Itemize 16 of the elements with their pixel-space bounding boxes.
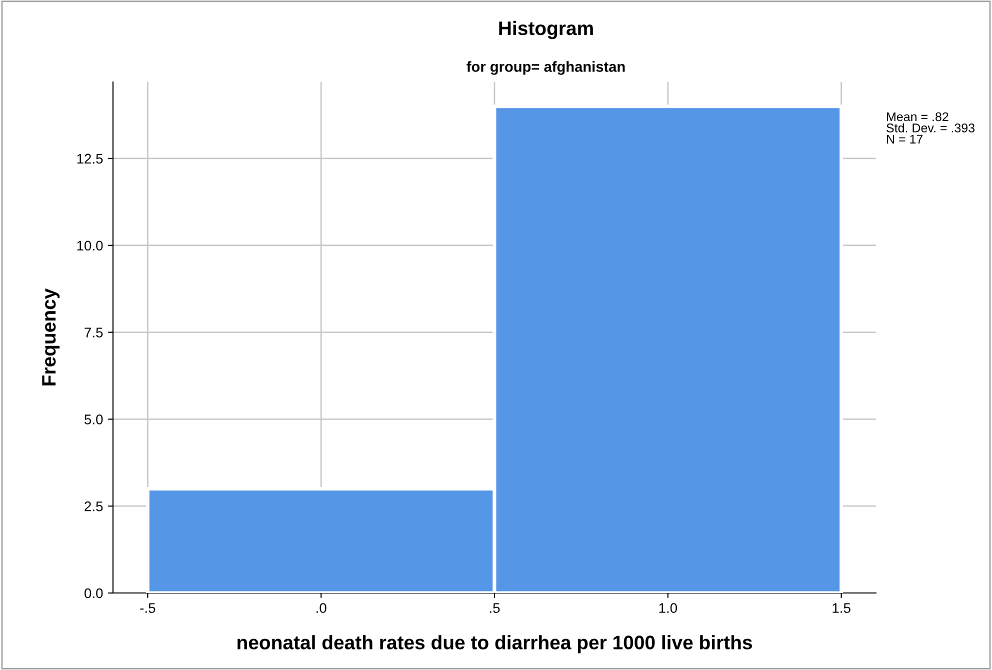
chart-subtitle: for group= afghanistan — [466, 61, 625, 75]
y-tick-label: 5.0 — [84, 414, 103, 424]
x-tick-label: -.5 — [140, 603, 156, 613]
x-tick-label: 1.5 — [832, 603, 850, 613]
y-axis-title: Frequency — [42, 288, 60, 386]
x-tick-label: 1.0 — [659, 603, 678, 613]
y-tick-label: 2.5 — [84, 501, 103, 512]
chart-title: Histogram — [499, 20, 593, 40]
x-tick-label: .5 — [490, 603, 500, 613]
y-tick-label: 12.5 — [77, 154, 103, 164]
y-tick-label: 0.0 — [84, 588, 103, 598]
text: Mean = .82 Std. Dev. = .393 N = 17 — [886, 112, 975, 144]
x-axis-title: neonatal death rates due to diarrhea per 1000 live births — [238, 635, 752, 654]
y-tick-label: 7.5 — [84, 328, 103, 338]
y-tick-label: 10.0 — [77, 240, 103, 251]
x-tick-label: .0 — [316, 603, 326, 613]
